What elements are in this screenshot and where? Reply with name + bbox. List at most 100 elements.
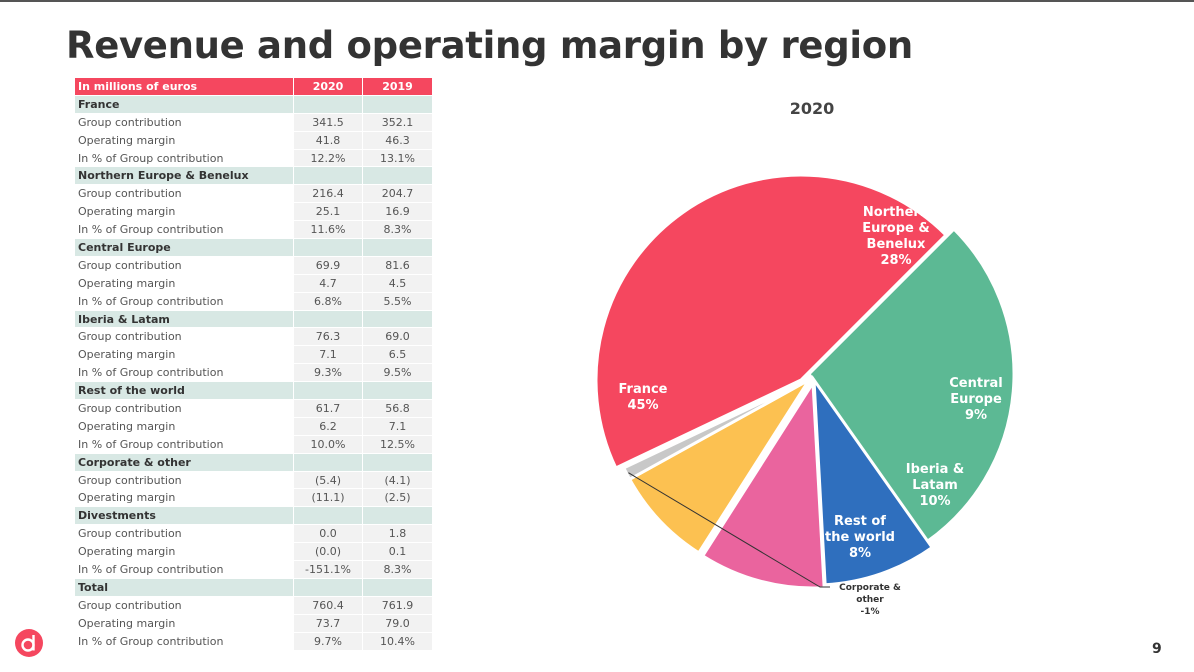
table-section-row: Rest of the world: [75, 382, 432, 401]
financial-table: In millions of euros 2020 2019 France Gro…: [75, 78, 432, 651]
page-number: 9: [1152, 641, 1162, 657]
table-row: Group contribution 0.0 1.8: [75, 525, 432, 544]
section-cell-2020: [293, 310, 362, 329]
pie-slice: [621, 378, 810, 482]
section-cell-2020: [293, 507, 362, 526]
slice-label-line: 45%: [627, 398, 658, 413]
pie-slice: [812, 374, 935, 587]
table-row: In % of Group contribution 6.8% 5.5%: [75, 292, 432, 311]
row-label: Operating margin: [75, 417, 293, 436]
value-2019: 69.0: [362, 328, 432, 347]
row-label: In % of Group contribution: [75, 364, 293, 383]
value-2019: 56.8: [362, 400, 432, 418]
table-row: Operating margin 41.8 46.3: [75, 131, 432, 150]
section-cell-2019: [362, 453, 432, 472]
page-title: Revenue and operating margin by region: [66, 24, 913, 67]
value-2019: 1.8: [362, 525, 432, 544]
row-label: Operating margin: [75, 489, 293, 508]
table-row: In % of Group contribution 10.0% 12.5%: [75, 435, 432, 454]
section-cell-2019: [362, 507, 432, 526]
row-label: Operating margin: [75, 274, 293, 293]
section-cell-2019: [362, 382, 432, 401]
table-section-row: Iberia & Latam: [75, 310, 432, 329]
section-cell-2020: [293, 578, 362, 597]
pie-chart: 2020 Northern Europe & Benelux 28%Central Eu…: [594, 99, 1016, 617]
section-label: Corporate & other: [75, 453, 293, 472]
table-row: In % of Group contribution -151.1% 8.3%: [75, 561, 432, 579]
table-section-row: Total: [75, 578, 432, 597]
section-cell-2020: [293, 239, 362, 257]
row-label: Group contribution: [75, 596, 293, 615]
table-section-row: Corporate & other: [75, 453, 432, 472]
table-row: In % of Group contribution 9.7% 10.4%: [75, 632, 432, 651]
table-row: Operating margin 25.1 16.9: [75, 203, 432, 222]
slice-label-line: Corporate &: [839, 583, 901, 593]
value-2019: 12.5%: [362, 435, 432, 454]
slice-data-label: France 45%: [618, 382, 667, 413]
section-cell-2020: [293, 382, 362, 401]
value-2020: 6.2: [293, 417, 362, 436]
value-2020: 9.3%: [293, 364, 362, 383]
callout-leader-line: [628, 472, 830, 588]
table-row: In % of Group contribution 11.6% 8.3%: [75, 221, 432, 240]
value-2019: 10.4%: [362, 632, 432, 651]
value-2019: (4.1): [362, 471, 432, 490]
pie-slice: [627, 378, 811, 555]
value-2020: 0.0: [293, 525, 362, 544]
row-label: Group contribution: [75, 525, 293, 544]
value-2020: (5.4): [293, 471, 362, 490]
section-cell-2020: [293, 95, 362, 114]
table-section-row: Divestments: [75, 507, 432, 526]
row-label: Group contribution: [75, 113, 293, 132]
section-label: Northern Europe & Benelux: [75, 167, 293, 186]
value-2020: 61.7: [293, 400, 362, 418]
section-label: Iberia & Latam: [75, 310, 293, 329]
value-2020: 4.7: [293, 274, 362, 293]
value-2020: 25.1: [293, 203, 362, 222]
value-2020: (11.1): [293, 489, 362, 508]
table-row: Group contribution 69.9 81.6: [75, 256, 432, 275]
section-cell-2019: [362, 310, 432, 329]
row-label: Operating margin: [75, 203, 293, 222]
row-label: Group contribution: [75, 400, 293, 418]
row-label: Operating margin: [75, 614, 293, 633]
row-label: In % of Group contribution: [75, 561, 293, 579]
table-row: Operating margin 73.7 79.0: [75, 614, 432, 633]
value-2020: 10.0%: [293, 435, 362, 454]
slice-data-label: Corporate & other -1%: [839, 583, 901, 617]
value-2019: 9.5%: [362, 364, 432, 383]
slice-label-line: the world: [825, 530, 895, 545]
value-2019: 204.7: [362, 185, 432, 204]
table-row: In % of Group contribution 9.3% 9.5%: [75, 364, 432, 383]
section-label: Divestments: [75, 507, 293, 526]
slice-label-line: 28%: [880, 253, 911, 268]
value-2019: 46.3: [362, 131, 432, 150]
table-row: Operating margin (0.0) 0.1: [75, 543, 432, 562]
section-cell-2019: [362, 167, 432, 186]
slice-label-line: -1%: [860, 607, 879, 617]
row-label: Operating margin: [75, 346, 293, 365]
value-2020: 11.6%: [293, 221, 362, 240]
slice-label-line: 8%: [849, 546, 871, 561]
section-label: Central Europe: [75, 239, 293, 257]
section-cell-2020: [293, 167, 362, 186]
value-2020: 69.9: [293, 256, 362, 275]
value-2020: 9.7%: [293, 632, 362, 651]
row-label: Group contribution: [75, 328, 293, 347]
row-label: Group contribution: [75, 185, 293, 204]
slice-label-line: Latam: [912, 478, 958, 493]
slice-label-line: France: [618, 382, 667, 397]
row-label: In % of Group contribution: [75, 149, 293, 168]
table-section-row: Central Europe: [75, 239, 432, 257]
value-2019: 5.5%: [362, 292, 432, 311]
table-row: Group contribution 760.4 761.9: [75, 596, 432, 615]
slice-label-line: other: [856, 595, 884, 605]
table-row: Operating margin 6.2 7.1: [75, 417, 432, 436]
value-2019: 761.9: [362, 596, 432, 615]
slice-label-line: Iberia &: [906, 462, 964, 477]
table-row: Group contribution 76.3 69.0: [75, 328, 432, 347]
pie-slice: [807, 226, 1016, 544]
row-label: In % of Group contribution: [75, 632, 293, 651]
row-label: In % of Group contribution: [75, 435, 293, 454]
slice-label-line: Benelux: [867, 237, 927, 252]
